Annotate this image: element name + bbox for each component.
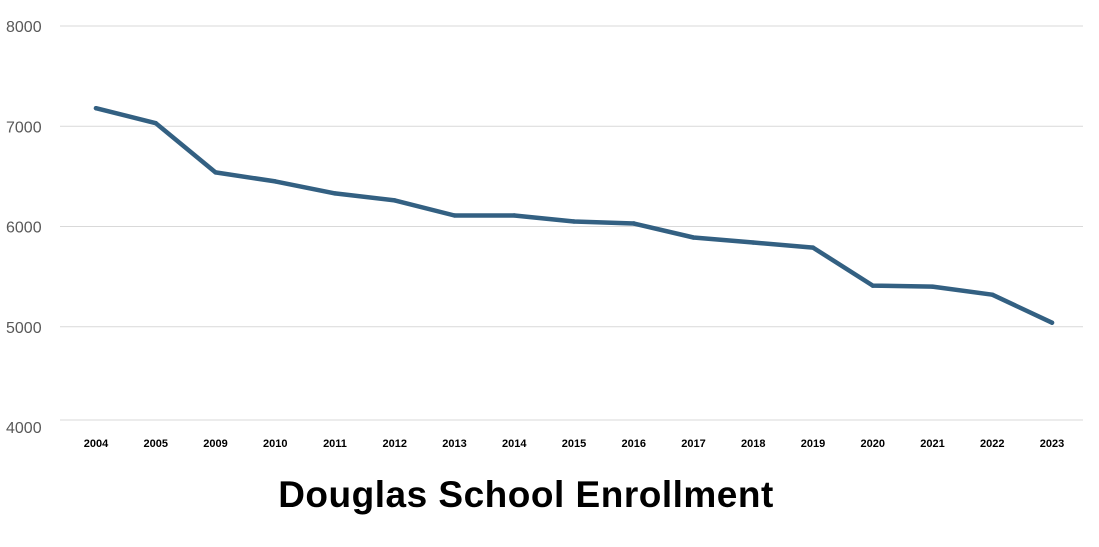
data-point-2017 xyxy=(691,235,696,240)
x-tick-label-2020: 2020 xyxy=(861,438,885,450)
data-point-2005 xyxy=(153,121,158,126)
y-tick-label-4000: 4000 xyxy=(6,420,42,437)
data-point-2018 xyxy=(751,240,756,245)
x-tick-label-2012: 2012 xyxy=(383,438,407,450)
x-tick-label-2004: 2004 xyxy=(84,438,109,450)
data-point-2021 xyxy=(930,284,935,289)
y-tick-label-7000: 7000 xyxy=(6,119,42,136)
series-line-0 xyxy=(93,105,1055,325)
x-tick-label-2017: 2017 xyxy=(681,438,705,450)
data-point-2009 xyxy=(213,170,218,175)
chart-title: Douglas School Enrollment xyxy=(278,474,774,515)
data-point-2012 xyxy=(392,198,397,203)
y-tick-label-8000: 8000 xyxy=(6,19,42,36)
series-layer xyxy=(93,105,1055,325)
x-axis: 2004 2005 2009 2010 2011 2012 2013 2014 2015 2016… xyxy=(84,438,1064,450)
x-tick-label-2021: 2021 xyxy=(920,438,944,450)
x-tick-label-2018: 2018 xyxy=(741,438,765,450)
data-point-2011 xyxy=(332,191,338,196)
data-point-2013 xyxy=(452,213,457,218)
x-tick-label-2022: 2022 xyxy=(980,438,1004,450)
data-point-2023 xyxy=(1049,320,1055,325)
data-point-2010 xyxy=(273,179,278,184)
y-tick-label-6000: 6000 xyxy=(6,220,42,237)
data-point-2019 xyxy=(810,245,816,250)
x-tick-label-2005: 2005 xyxy=(144,438,168,450)
x-tick-label-2009: 2009 xyxy=(203,438,227,450)
gridlines xyxy=(60,25,1083,421)
data-point-2015 xyxy=(571,219,577,224)
y-axis: 4000 5000 6000 7000 8000 xyxy=(6,19,42,437)
x-tick-label-2019: 2019 xyxy=(801,438,825,450)
data-point-2020 xyxy=(870,283,875,288)
x-tick-label-2013: 2013 xyxy=(442,438,466,450)
x-tick-label-2023: 2023 xyxy=(1040,438,1064,450)
x-tick-label-2016: 2016 xyxy=(622,438,646,450)
data-point-2022 xyxy=(990,292,995,297)
data-point-2014 xyxy=(512,213,517,218)
x-tick-label-2014: 2014 xyxy=(502,438,527,450)
x-tick-label-2010: 2010 xyxy=(263,438,287,450)
x-tick-label-2011: 2011 xyxy=(323,438,347,450)
x-tick-label-2015: 2015 xyxy=(562,438,586,450)
data-point-2004 xyxy=(93,106,99,111)
data-point-2016 xyxy=(631,221,636,226)
y-tick-label-5000: 5000 xyxy=(6,320,42,337)
